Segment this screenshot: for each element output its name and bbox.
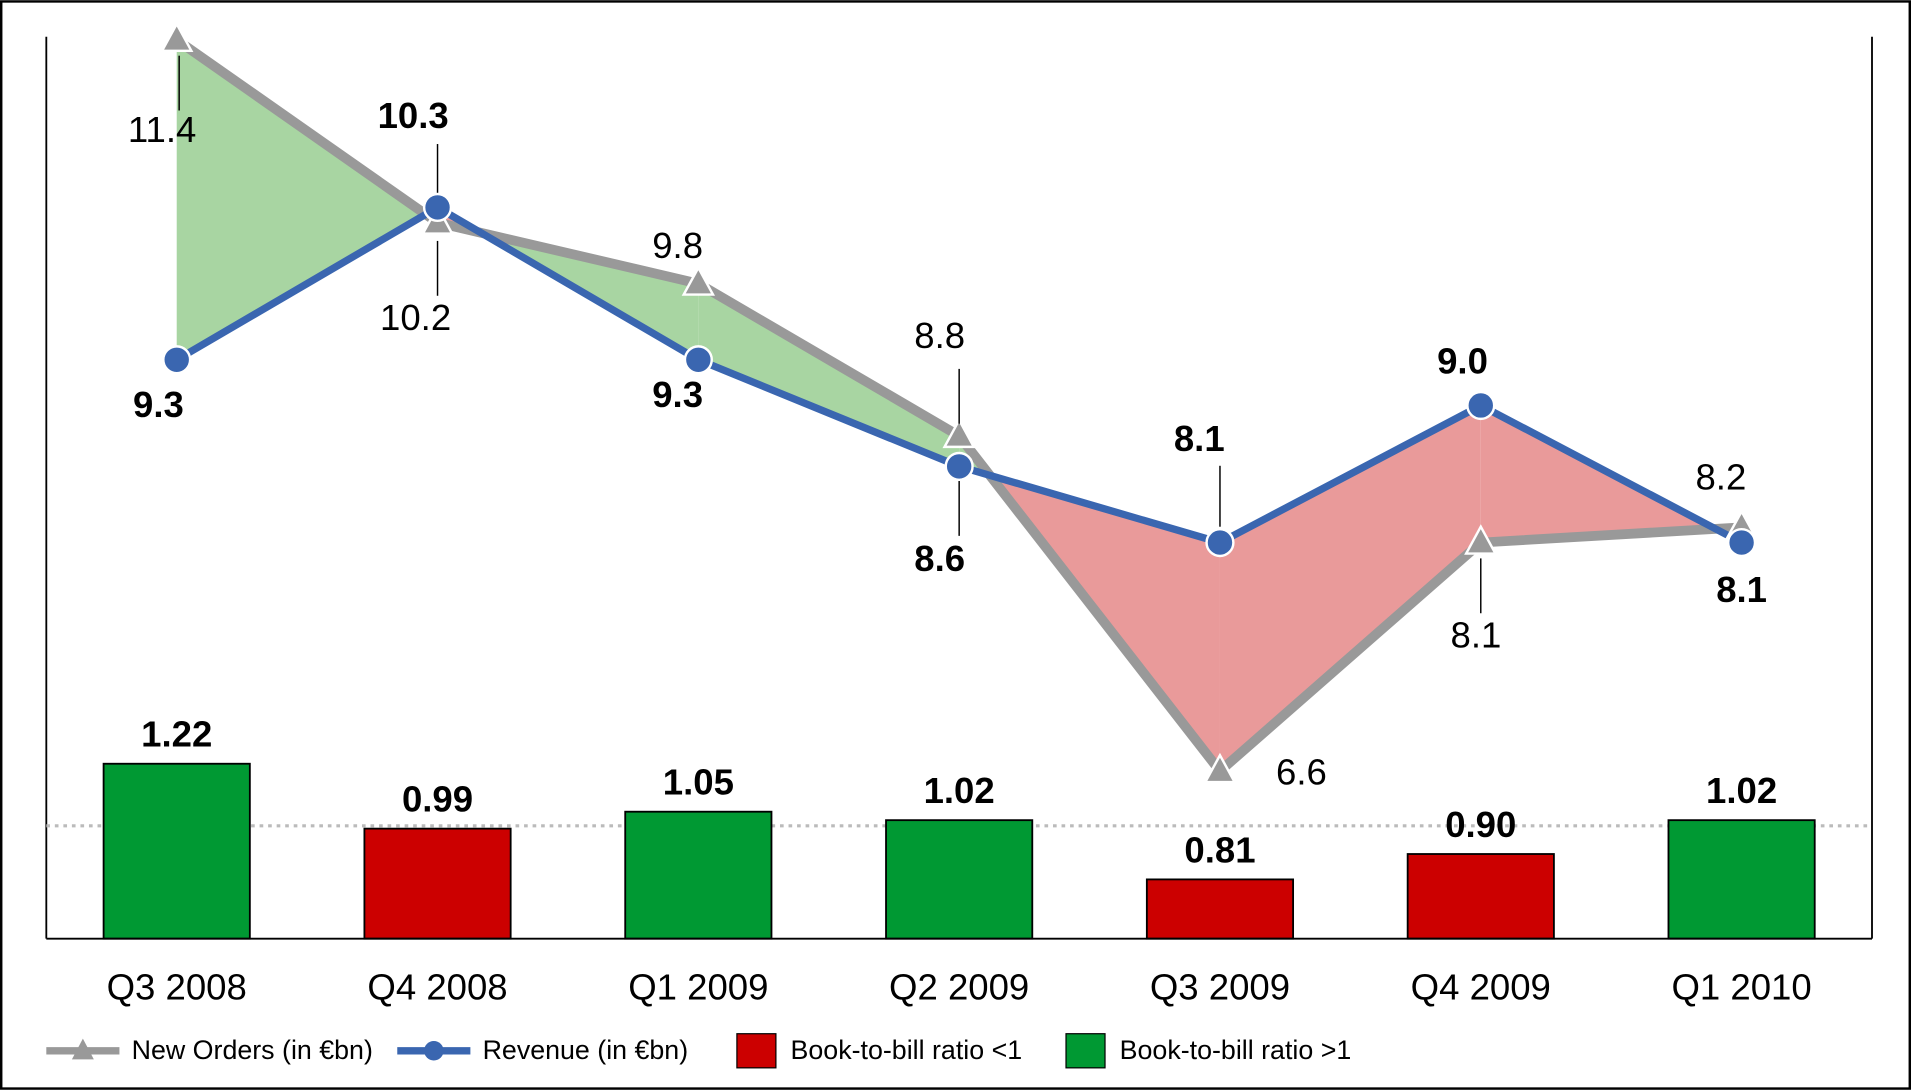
marker [162,345,192,375]
bar [624,810,773,940]
bar-label: 0.90 [1445,804,1516,845]
gap-fill [176,39,426,360]
x-tick-label: Q3 2008 [107,967,247,1008]
x-tick-label: Q4 2008 [367,967,507,1008]
marker [944,451,974,482]
x-tick-label: Q3 2009 [1150,967,1290,1008]
bar-label: 0.99 [402,778,473,819]
bar [885,819,1034,940]
marker [942,417,976,449]
legend-swatch [736,1033,777,1069]
bar [1145,878,1295,940]
bar [102,762,251,940]
gap-fill [698,283,960,467]
x-tick-label: Q2 2009 [889,967,1029,1008]
marker [1466,390,1496,421]
legend-label: Book-to-bill ratio >1 [1120,1035,1352,1065]
x-tick-label: Q1 2009 [628,967,768,1008]
data-label: 9.3 [133,384,184,425]
data-label: 8.2 [1695,456,1746,497]
data-label: 8.6 [914,538,965,579]
data-label: 6.6 [1276,751,1327,792]
legend-swatch [1065,1033,1106,1069]
legend-marker [424,1041,444,1061]
marker [160,21,194,53]
legend-label: Book-to-bill ratio <1 [791,1035,1023,1065]
data-label: 8.1 [1716,569,1767,610]
bar [1667,819,1816,940]
gap-fill [1219,405,1481,772]
marker [1203,752,1237,784]
data-label: 9.8 [652,225,703,266]
bar-label: 1.05 [663,762,734,803]
legend-marker [71,1038,94,1060]
marker [1726,527,1757,558]
data-label: 8.1 [1451,614,1502,655]
data-label: 10.2 [380,297,451,338]
legend-label: New Orders (in €bn) [132,1035,373,1065]
x-tick-label: Q1 2010 [1671,967,1811,1008]
marker [1464,524,1498,555]
marker [1205,527,1235,558]
data-label: 9.3 [652,374,703,415]
data-label: 10.3 [378,95,449,136]
bar-label: 1.02 [924,770,995,811]
bar-label: 1.22 [141,714,212,755]
marker [681,265,716,296]
legend-label: Revenue (in €bn) [483,1035,689,1065]
data-label: 11.4 [128,109,196,150]
data-label: 8.8 [914,315,965,356]
bar-label: 1.02 [1706,770,1777,811]
bar-label: 0.81 [1184,829,1255,870]
marker [422,192,453,223]
marker [683,345,713,375]
x-tick-label: Q4 2009 [1411,967,1551,1008]
bar [363,827,512,940]
data-label: 8.1 [1174,418,1225,459]
data-label: 9.0 [1437,341,1488,382]
bar [1406,853,1555,940]
